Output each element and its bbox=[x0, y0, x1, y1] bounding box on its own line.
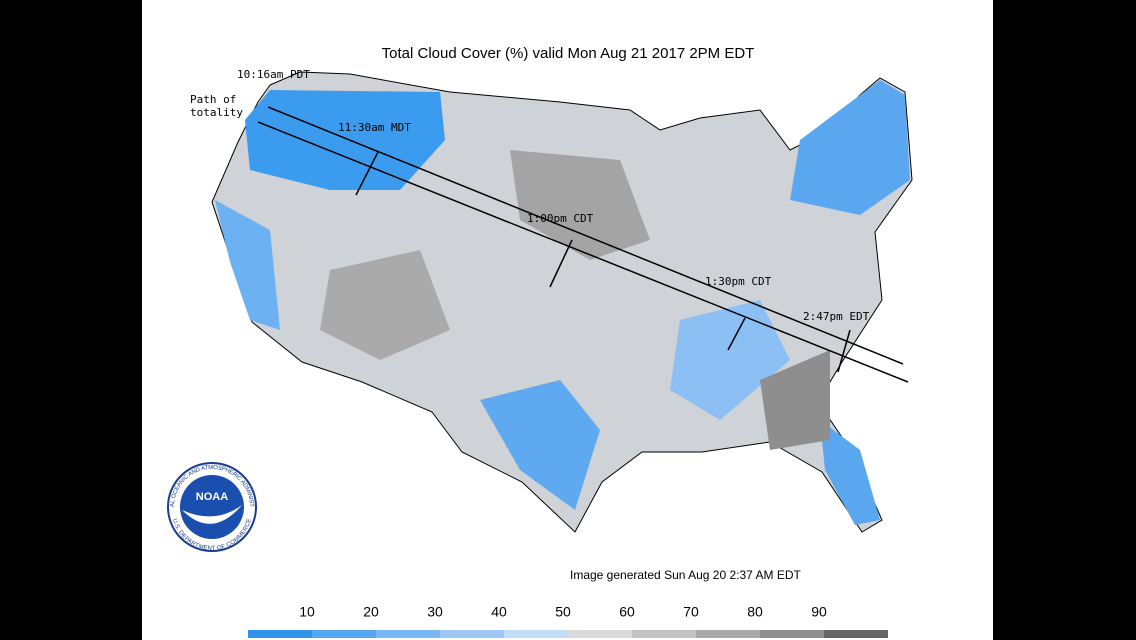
time-label: 2:47pm EDT bbox=[803, 310, 870, 323]
legend-label: 50 bbox=[555, 604, 571, 620]
legend-label: 60 bbox=[619, 604, 635, 620]
footer-text: Image generated Sun Aug 20 2:37 AM EDT bbox=[570, 568, 801, 582]
legend-label: 80 bbox=[747, 604, 763, 620]
time-label: 10:16am PDT bbox=[237, 68, 310, 81]
legend: 10 20 30 40 50 60 70 80 90 bbox=[248, 604, 888, 638]
time-tick bbox=[355, 151, 851, 373]
legend-swatch bbox=[248, 630, 312, 638]
legend-label: 10 bbox=[299, 604, 315, 620]
logo-name: NOAA bbox=[196, 491, 228, 503]
legend-label: 30 bbox=[427, 604, 443, 620]
cloud-region bbox=[480, 380, 600, 510]
legend-label: 20 bbox=[363, 604, 379, 620]
cloud-region bbox=[670, 300, 790, 420]
path-label: Path of bbox=[190, 93, 236, 106]
legend-swatch bbox=[312, 630, 376, 638]
totality-line bbox=[267, 106, 904, 365]
map bbox=[211, 71, 913, 533]
logo-disc bbox=[180, 475, 244, 539]
cloud-region bbox=[320, 250, 450, 360]
legend-swatch bbox=[376, 630, 440, 638]
time-label: 1:30pm CDT bbox=[705, 275, 772, 288]
cloud-region bbox=[790, 80, 910, 215]
legend-swatch bbox=[696, 630, 760, 638]
legend-swatch bbox=[632, 630, 696, 638]
totality-line bbox=[257, 121, 909, 383]
legend-swatch bbox=[824, 630, 888, 638]
legend-swatch bbox=[760, 630, 824, 638]
legend-swatch bbox=[440, 630, 504, 638]
cloud-region bbox=[245, 90, 445, 190]
time-label: 1:00pm CDT bbox=[527, 212, 594, 225]
map-title: Total Cloud Cover (%) valid Mon Aug 21 2… bbox=[382, 45, 755, 62]
legend-label: 40 bbox=[491, 604, 507, 620]
cloud-region bbox=[820, 420, 880, 525]
legend-label: 70 bbox=[683, 604, 699, 620]
cloud-region bbox=[510, 150, 650, 260]
time-label: 11:30am MDT bbox=[338, 121, 411, 134]
cloud-region bbox=[760, 350, 830, 450]
legend-swatch bbox=[568, 630, 632, 638]
cloud-region bbox=[215, 200, 280, 330]
legend-swatch bbox=[504, 630, 568, 638]
legend-label: 90 bbox=[811, 604, 827, 620]
logo-bird bbox=[182, 505, 242, 524]
path-label: totality bbox=[190, 106, 243, 119]
